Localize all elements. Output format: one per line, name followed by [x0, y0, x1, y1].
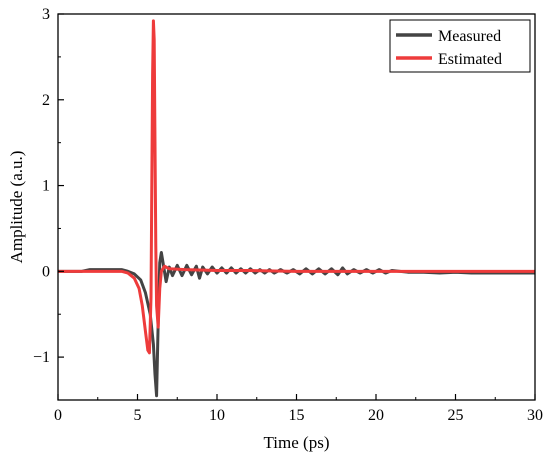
legend-box	[389, 19, 531, 73]
y-tick-label: 3	[42, 6, 50, 23]
series-line-estimated	[58, 19, 535, 355]
x-tick-label: 5	[134, 407, 142, 424]
x-tick-label: 0	[54, 407, 62, 424]
y-axis: −1 0 1 2 3	[33, 6, 64, 401]
series-layer	[58, 19, 535, 398]
x-axis: 0 5 10 15 20 25 30	[54, 394, 543, 424]
legend-label-estimated: Estimated	[438, 51, 502, 68]
legend: Measured Estimated	[389, 19, 531, 73]
x-tick-label: 15	[289, 407, 305, 424]
x-tick-label: 30	[527, 407, 543, 424]
x-tick-label: 10	[209, 407, 225, 424]
y-tick-label: 2	[42, 92, 50, 109]
legend-label-measured: Measured	[438, 28, 501, 45]
y-tick-label: −1	[33, 349, 50, 366]
x-tick-label: 25	[448, 407, 464, 424]
y-tick-label: 0	[42, 263, 50, 280]
y-tick-label: 1	[42, 178, 50, 195]
x-axis-label: Time (ps)	[264, 433, 330, 452]
y-axis-label: Amplitude (a.u.)	[7, 151, 26, 264]
x-tick-label: 20	[368, 407, 384, 424]
